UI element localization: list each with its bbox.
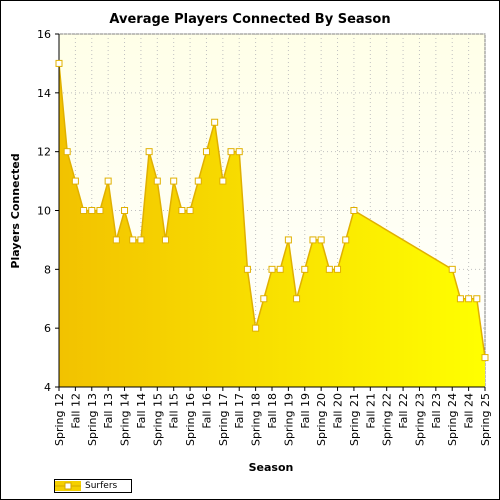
data-point (252, 324, 260, 332)
x-tick-label: Fall 17 (233, 393, 246, 429)
data-point (121, 207, 129, 214)
data-point (317, 236, 325, 244)
data-point (137, 236, 145, 244)
x-tick-label: Spring 14 (119, 393, 132, 446)
data-point (145, 148, 153, 156)
x-tick-label: Spring 12 (53, 393, 66, 446)
data-point (178, 207, 186, 214)
data-point (260, 295, 268, 303)
y-tick-label: 8 (44, 263, 51, 276)
x-tick-label: Fall 21 (364, 393, 377, 429)
data-point (301, 265, 309, 273)
x-tick-label: Fall 16 (200, 393, 213, 429)
data-point (211, 118, 219, 126)
data-point (481, 354, 489, 362)
data-point (55, 59, 63, 67)
data-point (235, 148, 243, 156)
y-tick-label: 16 (37, 28, 51, 41)
x-tick-label: Spring 18 (250, 393, 263, 446)
data-point (170, 177, 178, 185)
x-tick-label: Fall 19 (299, 393, 312, 429)
data-point (293, 295, 301, 303)
x-tick-label: Spring 17 (217, 393, 230, 446)
data-point (448, 265, 456, 273)
series-line (58, 63, 486, 358)
x-tick-label: Fall 22 (397, 393, 410, 429)
data-point (219, 177, 227, 185)
x-tick-label: Fall 18 (266, 393, 279, 429)
x-tick-label: Fall 20 (332, 393, 345, 429)
y-tick-label: 4 (44, 381, 51, 394)
x-tick-label: Spring 21 (348, 393, 361, 446)
area-fill (59, 63, 485, 388)
data-point (96, 207, 104, 214)
legend-swatch-icon (55, 481, 81, 491)
x-tick-label: Fall 24 (463, 393, 476, 429)
data-point (465, 295, 473, 303)
x-axis-label: Season (249, 461, 294, 474)
x-tick-label: Spring 13 (86, 393, 99, 446)
x-tick-label: Spring 19 (282, 393, 295, 446)
x-tick-label: Spring 24 (446, 393, 459, 446)
data-point (80, 207, 88, 214)
data-point (268, 265, 276, 273)
x-tick-label: Fall 15 (168, 393, 181, 429)
data-point (276, 265, 284, 273)
data-point (153, 177, 161, 185)
data-point (129, 236, 137, 244)
x-tick-label: Spring 15 (151, 393, 164, 446)
y-tick-label: 12 (37, 146, 51, 159)
data-point (309, 236, 317, 244)
data-point (71, 177, 79, 185)
y-tick-label: 10 (37, 205, 51, 218)
data-point (473, 295, 481, 303)
series-area (58, 63, 486, 388)
data-point (243, 265, 251, 273)
x-tick-label: Fall 14 (135, 393, 148, 429)
x-tick-label: Fall 12 (69, 393, 82, 429)
data-point (350, 207, 358, 214)
y-tick-label: 14 (37, 87, 51, 100)
x-tick-label: Spring 23 (413, 393, 426, 446)
data-point (334, 265, 342, 273)
chart-title: Average Players Connected By Season (109, 12, 390, 27)
data-point (325, 265, 333, 273)
data-point (194, 177, 202, 185)
data-point (284, 236, 292, 244)
data-point (88, 207, 96, 214)
x-tick-label: Spring 20 (315, 393, 328, 446)
series-markers (55, 59, 489, 362)
y-tick-label: 6 (44, 322, 51, 335)
data-point (162, 236, 169, 244)
data-point (342, 236, 350, 244)
x-tick-label: Spring 16 (184, 393, 197, 446)
x-tick-label: Spring 22 (381, 393, 394, 446)
data-point (112, 236, 120, 244)
data-point (227, 148, 235, 156)
y-axis-label: Players Connected (9, 153, 22, 268)
x-tick-label: Fall 23 (430, 393, 443, 429)
data-point (202, 148, 210, 156)
data-point (186, 207, 194, 214)
legend-label: Surfers (85, 481, 118, 491)
data-point (63, 148, 71, 156)
x-tick-label: Fall 13 (102, 393, 115, 429)
legend: Surfers (54, 479, 132, 493)
data-point (104, 177, 112, 185)
x-tick-label: Spring 25 (479, 393, 492, 446)
data-point (456, 295, 464, 303)
